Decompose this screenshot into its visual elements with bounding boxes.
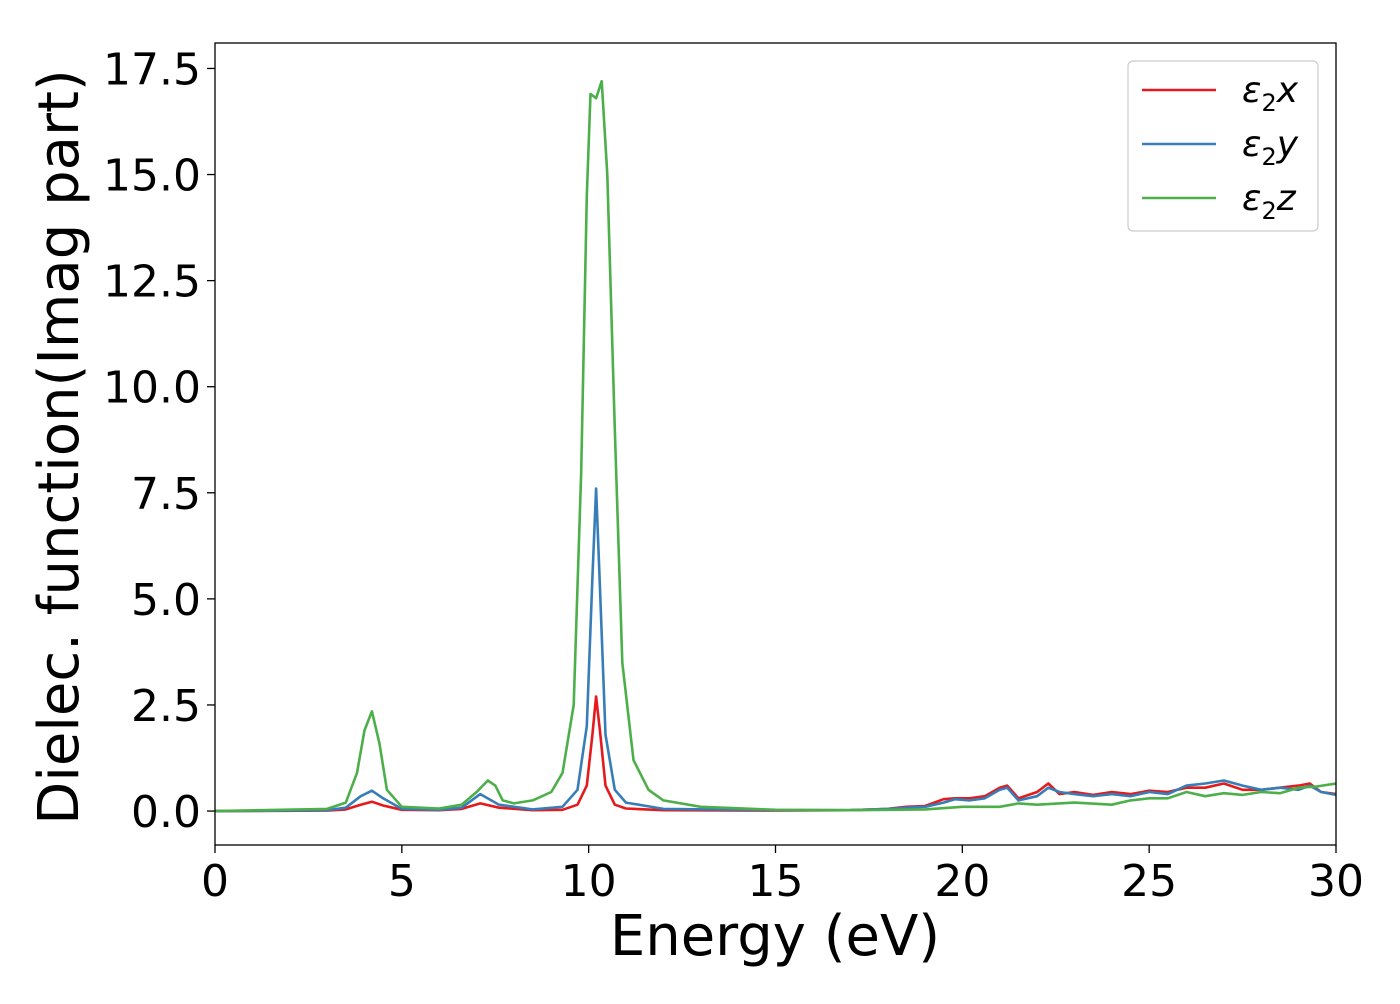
x-tick-label: 5	[388, 856, 416, 907]
series-layer	[215, 79, 1336, 813]
y-tick-label: 15.0	[103, 151, 201, 202]
y-tick-label: 10.0	[103, 363, 201, 414]
series-line-z	[215, 79, 1336, 813]
x-tick-label: 0	[201, 856, 229, 907]
y-tick-label: 0.0	[131, 787, 201, 838]
y-tick-label: 2.5	[131, 681, 201, 732]
x-axis-label: Energy (eV)	[610, 904, 940, 969]
x-tick-label: 30	[1308, 856, 1364, 907]
y-tick-label: 7.5	[131, 469, 201, 520]
legend-box	[1127, 60, 1319, 232]
y-axis-label: Dielec. function(Imag part)	[27, 69, 92, 825]
y-tick-label: 17.5	[103, 44, 201, 95]
legend: ε2x ε2y ε2z	[1127, 60, 1319, 232]
x-tick-label: 20	[934, 856, 990, 907]
legend-label-y: ε2y	[1242, 124, 1299, 171]
axes-layer: 0 5 10 15 20 25 30 0.0 2.5 5.0 7.5 10.0 12.5 15.0 17.5	[103, 42, 1364, 907]
y-tick-label: 5.0	[131, 575, 201, 626]
series-line-y	[215, 487, 1336, 813]
legend-label-x: ε2x	[1242, 70, 1299, 117]
legend-label-z: ε2z	[1242, 178, 1297, 225]
x-tick-label: 25	[1121, 856, 1177, 907]
x-tick-label: 15	[748, 856, 804, 907]
y-tick-label: 12.5	[103, 257, 201, 308]
x-tick-label: 10	[561, 856, 617, 907]
